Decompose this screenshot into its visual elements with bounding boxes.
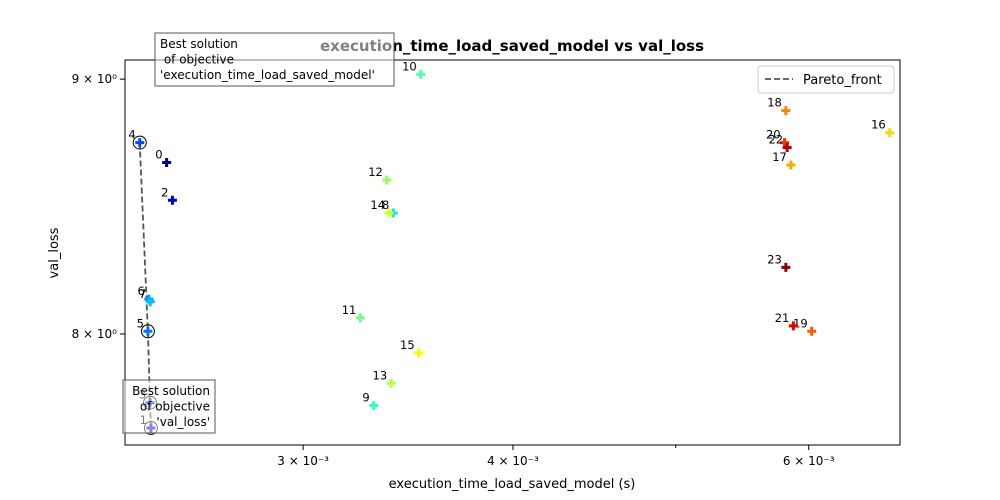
scatter-point: [143, 326, 153, 336]
point-label: 19: [793, 316, 808, 330]
scatter-point: [885, 128, 895, 138]
point-label: 23: [767, 252, 782, 266]
pareto-point-marker: [132, 135, 147, 150]
plot-frame: [124, 59, 901, 446]
scatter-point: [414, 348, 424, 358]
scatter-point: [786, 160, 796, 170]
plot-layer: 01234567891011121314151617181920212223: [128, 59, 895, 435]
scatter-point: [780, 138, 790, 148]
point-label: 10: [402, 59, 417, 73]
y-tick-label: 8 × 10⁰: [72, 327, 118, 341]
annotation: Best solution of objective'val_loss': [122, 379, 216, 434]
annotation-text: of objective: [140, 400, 210, 414]
point-label: 6: [137, 284, 144, 298]
point-label: 4: [128, 128, 135, 142]
point-label: 9: [362, 391, 369, 405]
annotation-box: [122, 379, 216, 434]
scatter-point: [386, 378, 396, 388]
annotation-text: of objective: [160, 53, 234, 67]
point-label: 20: [766, 128, 781, 142]
annotation-text: 'execution_time_load_saved_model': [160, 68, 375, 82]
annotation-layer: Best solution of objective'execution_tim…: [122, 32, 395, 434]
scatter-point: [167, 195, 177, 205]
pareto-point-marker: [140, 324, 155, 339]
y-tick-label: 9 × 10⁰: [72, 72, 118, 86]
x-tick-label: 3 × 10⁻³: [277, 454, 329, 468]
point-label: 8: [382, 198, 389, 212]
x-tick-label: 4 × 10⁻³: [487, 454, 539, 468]
scatter-point: [162, 157, 172, 167]
point-label: 17: [772, 150, 787, 164]
axes-layer: 3 × 10⁻³ 4 × 10⁻³ 6 × 10⁻³ 8 × 10⁰ 9 × 10⁰: [72, 72, 835, 468]
point-label: 15: [400, 338, 415, 352]
point-label: 2: [161, 185, 168, 199]
point-label: 13: [373, 368, 388, 382]
x-axis-label: execution_time_load_saved_model (s): [389, 477, 636, 492]
legend-pareto-label: Pareto_front: [803, 73, 882, 88]
scatter-point: [382, 175, 392, 185]
point-label: 5: [137, 316, 144, 330]
annotation-box: [154, 32, 395, 87]
scatter-point: [384, 208, 394, 218]
x-tick-label: 6 × 10⁻³: [783, 454, 835, 468]
annotation: Best solution of objective'execution_tim…: [154, 32, 395, 87]
scatter-point: [782, 143, 792, 153]
point-label: 18: [767, 96, 782, 110]
scatter-point: [788, 321, 798, 331]
scatter-point: [781, 262, 791, 272]
point-label: 0: [155, 147, 162, 161]
scatter-point: [135, 138, 145, 148]
point-label: 14: [370, 198, 385, 212]
scatter-point: [355, 313, 365, 323]
point-label: 16: [871, 118, 886, 132]
annotation-text: Best solution: [160, 37, 238, 51]
scatter-point: [145, 297, 155, 307]
point-label: 12: [368, 165, 383, 179]
point-label: 22: [768, 133, 783, 147]
scatter-point: [807, 326, 817, 336]
point-label: 21: [775, 311, 790, 325]
scatter-point: [369, 401, 379, 411]
point-label: 7: [139, 287, 146, 301]
point-label: 11: [342, 303, 357, 317]
scatter-point: [781, 106, 791, 116]
annotation-text: Best solution: [132, 384, 210, 398]
legend-box: [757, 65, 895, 94]
legend: Pareto_front: [757, 65, 895, 94]
annotation-text: 'val_loss': [156, 415, 210, 429]
y-axis-label: val_loss: [47, 227, 62, 278]
chart-title: execution_time_load_saved_model vs val_l…: [320, 37, 704, 55]
scatter-point: [416, 69, 426, 79]
